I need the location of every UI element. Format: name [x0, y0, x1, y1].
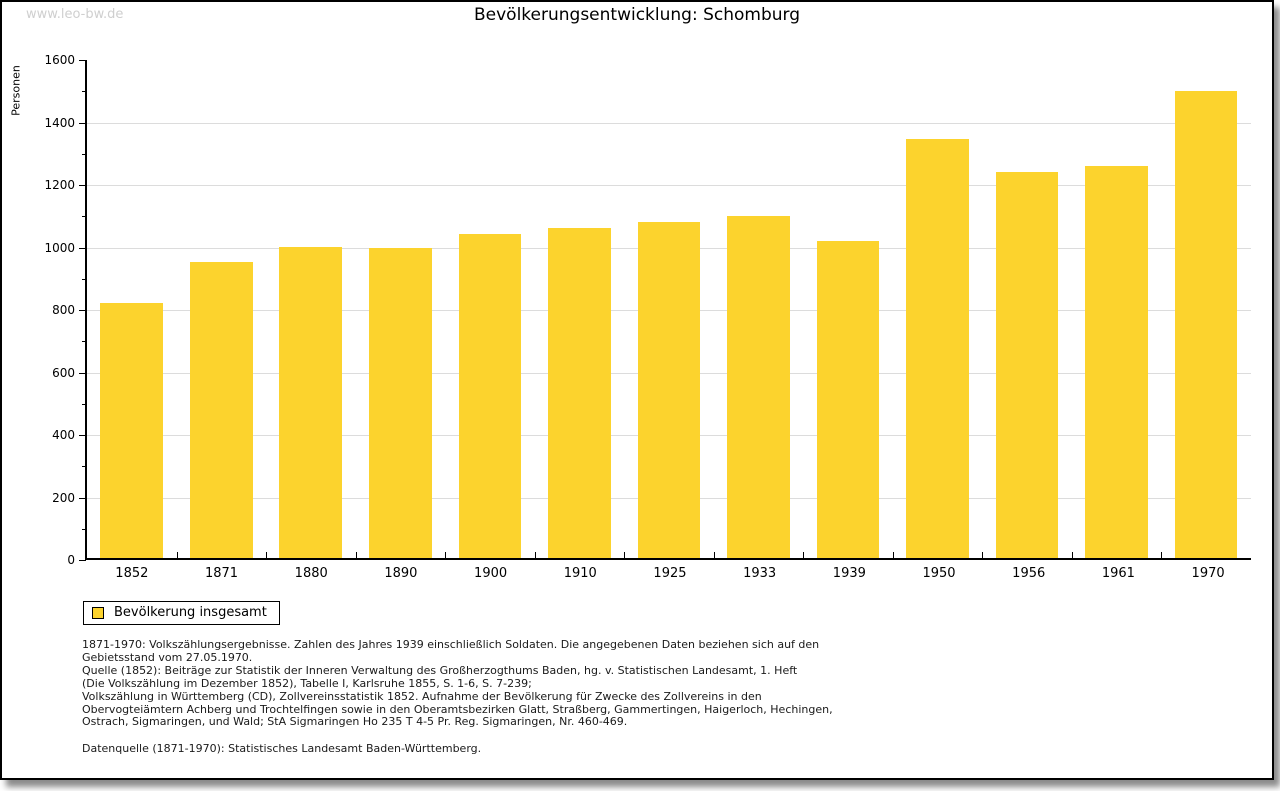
footnote-line-4: (Die Volkszählung im Dezember 1852), Tab…	[82, 676, 532, 690]
bar-1900	[458, 234, 522, 558]
x-label-1910: 1910	[563, 566, 597, 581]
footnote-line-1: 1871-1970: Volkszählungsergebnisse. Zahl…	[82, 638, 820, 651]
legend-swatch-icon	[92, 606, 104, 619]
bar-1910	[548, 228, 611, 558]
y-tick-1600	[79, 60, 86, 61]
x-boundary-tick-12	[1161, 552, 1163, 558]
bar-1933	[727, 215, 790, 558]
x-boundary-tick-3	[355, 552, 357, 558]
x-label-1939: 1939	[832, 566, 866, 581]
footnote-line-7: Ostrach, Sigmaringen, und Wald; StA Sigm…	[82, 715, 628, 729]
x-boundary-tick-11	[1071, 552, 1073, 558]
bar-slot-1961	[1072, 60, 1162, 558]
x-boundary-tick-6	[624, 552, 626, 558]
y-tick-label-400: 400	[52, 428, 75, 442]
bar-slot-1880	[266, 60, 356, 558]
bar-1852	[100, 302, 164, 558]
y-tick-0	[79, 560, 86, 561]
y-minor-tick-900	[82, 278, 86, 280]
x-label-1950: 1950	[922, 566, 956, 581]
y-tick-label-1400: 1400	[44, 115, 75, 130]
x-boundary-tick-7	[713, 552, 715, 558]
bar-slot-1950	[893, 60, 983, 558]
y-tick-400	[79, 435, 86, 436]
gridline-1200	[87, 185, 1251, 186]
x-label-1880: 1880	[294, 566, 328, 581]
y-tick-1400	[79, 122, 86, 124]
x-label-1900: 1900	[474, 566, 508, 581]
x-label-1871: 1871	[204, 566, 239, 581]
y-tick-1000	[79, 247, 86, 249]
bar-slot-1890	[356, 60, 446, 558]
chart-title: Bevölkerungsentwicklung: Schomburg	[473, 5, 801, 25]
footnote-line-5: Volkszählung in Württemberg (CD), Zollve…	[82, 689, 762, 703]
gridline-1400	[87, 122, 1251, 124]
legend-box: Bevölkerung insgesamt	[83, 601, 280, 625]
y-minor-tick-1100	[82, 216, 86, 218]
bar-1956	[995, 172, 1059, 558]
y-minor-tick-1500	[82, 91, 86, 93]
bar-1890	[369, 248, 432, 558]
bar-slot-1900	[445, 60, 535, 558]
x-boundary-tick-4	[445, 552, 447, 558]
bar-1925	[637, 221, 701, 558]
y-tick-label-600: 600	[52, 365, 75, 380]
bar-1939	[816, 240, 880, 558]
bar-1950	[906, 139, 969, 558]
footnotes: 1871-1970: Volkszählungsergebnisse. Zahl…	[82, 638, 982, 729]
y-minor-tick-500	[82, 403, 86, 405]
y-tick-label-1000: 1000	[44, 240, 75, 255]
bar-slot-1970	[1161, 60, 1251, 558]
y-tick-label-1200: 1200	[44, 178, 75, 192]
x-label-1933: 1933	[743, 566, 777, 581]
bar-slot-1939	[803, 60, 893, 558]
plot-area: 0 200 400 600 800 1000 1200 1400 1600	[44, 53, 1251, 567]
y-minor-tick-1300	[82, 153, 86, 155]
y-tick-label-1600: 1600	[44, 53, 75, 67]
bar-1871	[189, 262, 253, 558]
footnote-line-3: Quelle (1852): Beiträge zur Statistik de…	[82, 663, 798, 677]
x-label-1956: 1956	[1012, 566, 1046, 581]
y-tick-600	[79, 372, 86, 374]
y-tick-label-800: 800	[52, 303, 75, 317]
x-boundary-tick-2	[266, 552, 268, 558]
bar-1961	[1085, 165, 1148, 558]
bar-slot-1852	[87, 60, 177, 558]
x-boundary-tick-1	[176, 552, 178, 558]
footnote-line-2: Gebietsstand vom 27.05.1970.	[82, 650, 253, 664]
x-label-1852: 1852	[115, 566, 149, 581]
x-boundary-tick-8	[803, 552, 805, 558]
x-boundary-tick-10	[982, 552, 984, 558]
bar-slot-1910	[535, 60, 625, 558]
x-label-1925: 1925	[653, 566, 687, 581]
watermark: www.leo-bw.de	[26, 7, 124, 22]
y-minor-tick-700	[82, 341, 86, 343]
x-axis-labels: 1852 1871 1880 1890 1900 1910 1925 1933 1939 1950…	[87, 566, 1253, 581]
x-label-1890: 1890	[384, 566, 418, 581]
bar-slot-1925	[624, 60, 714, 558]
y-tick-label-0: 0	[67, 553, 75, 567]
y-tick-1200	[79, 185, 86, 186]
y-minor-tick-100	[82, 528, 86, 530]
datasource-line: Datenquelle (1871-1970): Statistisches L…	[82, 742, 482, 755]
y-tick-200	[79, 497, 86, 499]
x-label-1970: 1970	[1191, 566, 1225, 581]
y-axis-title: Personen	[9, 65, 23, 116]
x-boundary-tick-5	[534, 552, 536, 558]
bar-series	[87, 60, 1251, 558]
bar-slot-1933	[714, 60, 804, 558]
footnote-line-6: Obervogteiämtern Achberg und Trochtelfin…	[82, 702, 833, 716]
bar-1880	[279, 246, 343, 558]
bar-slot-1956	[982, 60, 1072, 558]
x-boundary-tick-9	[892, 552, 894, 558]
x-label-1961: 1961	[1101, 566, 1135, 581]
y-minor-tick-300	[82, 466, 86, 468]
y-tick-label-200: 200	[52, 490, 75, 505]
legend-label: Bevölkerung insgesamt	[114, 605, 267, 620]
bar-slot-1871	[177, 60, 267, 558]
y-tick-800	[79, 310, 86, 311]
bar-1970	[1174, 91, 1238, 558]
